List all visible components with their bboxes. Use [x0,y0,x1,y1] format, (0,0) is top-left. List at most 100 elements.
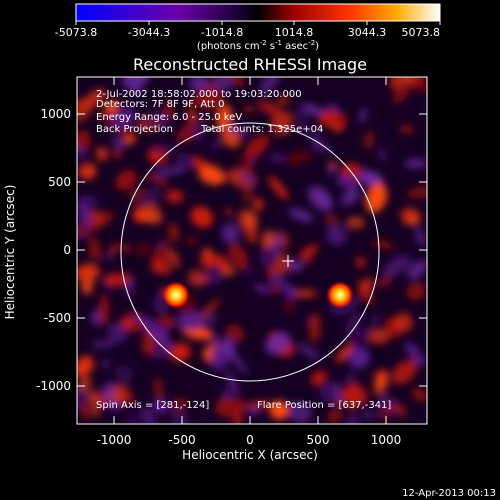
x-tick-label-2: 0 [246,433,254,447]
image-blob [80,88,107,111]
image-blob [97,111,110,119]
image-blob [200,253,215,268]
solar-limb-circle [120,122,380,382]
image-blob [365,182,388,213]
image-blob [199,298,221,319]
image-blob [400,207,415,222]
image-blob [104,100,119,116]
image-blob [215,397,238,418]
x-axis-label: Heliocentric X (arcsec) [182,448,318,462]
image-blob [272,233,282,254]
image-blob [346,216,365,229]
image-blob [91,339,115,348]
image-blob [268,176,289,200]
info-detectors: Detectors: 7F 8F 9F, Att 0 [96,99,224,110]
image-blob [187,270,208,287]
info-method: Back Projection [96,124,173,135]
image-blob [114,364,134,385]
image-blob [164,101,174,119]
image-blob [224,207,233,217]
x-tick-label-1: -500 [168,433,195,447]
image-blob [253,197,264,211]
image-blob [168,248,180,269]
axis-ticks [77,77,427,424]
image-blob [327,408,343,424]
image-blob [222,337,235,359]
info-spin-axis: Spin Axis = [281,-124] [96,400,209,411]
image-blob [158,314,175,329]
image-blob [175,152,195,170]
spin-axis-marker [282,255,294,267]
colorbar-tick-label-2: -1014.8 [201,26,243,39]
image-blob [237,209,259,230]
info-flare-position: Flare Position = [637,-341] [257,400,391,411]
image-blob [126,410,141,424]
image-blob [261,230,275,248]
image-blob [373,369,389,379]
colorbar-tick-label-4: 3044.3 [348,26,387,39]
image-blob [269,283,281,295]
colorbar-tick-label-1: -3044.3 [128,26,170,39]
image-blob [258,100,280,116]
image-blob [269,153,285,163]
image-blob [378,405,392,421]
image-blob [188,99,218,109]
image-blob [241,187,255,203]
image-blob [348,347,370,369]
image-blob [288,208,314,222]
image-blob [107,321,128,344]
info-time-range: 2-Jul-2002 18:58:02.000 to 19:03:20.000 [96,89,302,100]
image-blob [221,223,240,243]
image-blob [129,318,146,333]
image-blob [411,388,427,402]
image-blob [156,239,165,249]
image-blob [106,242,123,257]
colorbar-ticks [75,21,441,25]
image-blob [377,147,389,162]
image-blob [334,382,342,407]
image-blob [111,148,123,159]
colorbar-tick-label-0: -5073.8 [55,26,97,39]
image-blob [209,136,222,152]
image-blob [188,77,209,91]
image-blob [362,411,375,420]
flare-source-left [162,281,190,309]
image-blob [285,151,312,165]
image-blob [415,227,426,247]
image-blob [77,263,100,282]
image-blob [308,186,333,211]
plot-title: Reconstructed RHESSI Image [133,55,367,74]
image-blob [344,311,362,338]
image-blob [265,331,291,355]
image-blob [295,106,309,123]
colorbar-units: (photons cm-2 s-1 asec-2) [197,39,319,52]
image-blob [158,335,169,343]
image-blob [101,254,116,261]
image-blob [382,255,412,277]
timestamp: 12-Apr-2013 00:13 [402,488,496,499]
x-tick-label-4: 1000 [371,433,402,447]
image-blob [352,171,360,183]
image-blob [327,166,336,175]
image-blob [394,312,413,332]
image-blob [376,274,393,289]
y-tick-label-0: 1000 [40,107,71,121]
image-blob [154,166,186,176]
x-tick-label-0: -1000 [97,433,132,447]
flare-source-right [326,281,354,309]
image-blob [310,370,327,386]
image-blob [170,408,190,424]
image-blob [341,187,360,206]
y-axis-label: Heliocentric Y (arcsec) [3,185,17,320]
image-blob [244,135,270,159]
reconstructed-image [77,77,427,424]
x-tick-label-3: 500 [307,433,330,447]
image-blob [78,162,97,180]
image-blob [115,169,137,191]
image-blob [154,377,163,401]
image-blob [230,351,247,374]
image-blob [167,222,180,243]
image-blob [372,314,379,327]
image-blob [336,173,358,190]
image-blob [301,103,326,117]
